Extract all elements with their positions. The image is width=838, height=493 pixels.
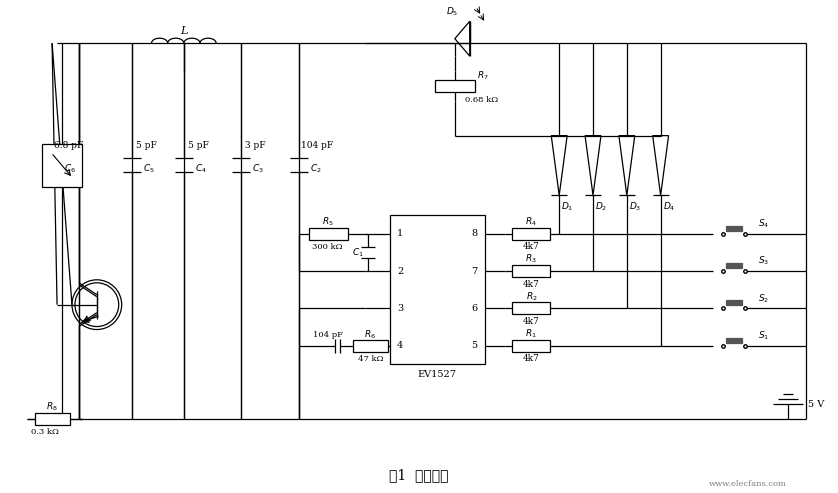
Text: $D_4$: $D_4$ (663, 201, 675, 213)
Text: 5: 5 (472, 341, 478, 350)
Text: 4: 4 (397, 341, 403, 350)
Text: $C_3$: $C_3$ (252, 162, 264, 175)
Text: 4k7: 4k7 (523, 280, 540, 288)
Bar (42, 143, 82, 187)
Bar (513, 302, 551, 315)
Text: $R_6$: $R_6$ (365, 328, 376, 341)
Text: 4k7: 4k7 (523, 242, 540, 251)
Text: $S_1$: $S_1$ (758, 329, 769, 342)
Text: $R_7$: $R_7$ (477, 70, 489, 82)
Bar (727, 226, 742, 231)
Bar (308, 228, 349, 240)
Text: $R_2$: $R_2$ (525, 290, 537, 303)
Text: 104 pF: 104 pF (301, 141, 333, 150)
Text: 5 pF: 5 pF (136, 141, 157, 150)
Text: $S_2$: $S_2$ (758, 292, 769, 305)
Text: 4k7: 4k7 (523, 354, 540, 363)
Bar (727, 300, 742, 306)
Text: 5 pF: 5 pF (189, 141, 210, 150)
Text: 47 kΩ: 47 kΩ (358, 354, 383, 363)
Bar (513, 340, 551, 352)
Bar (513, 228, 551, 240)
Bar (513, 265, 551, 277)
Text: 6.8 pF: 6.8 pF (54, 141, 84, 150)
Text: www.elecfans.com: www.elecfans.com (709, 480, 787, 488)
Text: 1: 1 (397, 229, 403, 238)
Text: 图1  发射模块: 图1 发射模块 (389, 469, 449, 483)
Text: $C_6$: $C_6$ (64, 162, 76, 175)
Text: $C_4$: $C_4$ (195, 162, 207, 175)
Bar (727, 263, 742, 268)
Text: 7: 7 (472, 267, 478, 276)
Text: $R_5$: $R_5$ (322, 215, 334, 228)
Text: $D_2$: $D_2$ (595, 201, 608, 213)
Text: $C_1$: $C_1$ (353, 246, 365, 259)
Text: 5 V: 5 V (808, 400, 824, 409)
Text: 0.68 kΩ: 0.68 kΩ (465, 96, 498, 104)
Bar (354, 340, 388, 352)
Text: $D_1$: $D_1$ (561, 201, 574, 213)
Text: 0.3 kΩ: 0.3 kΩ (31, 428, 59, 436)
Text: 3: 3 (397, 304, 403, 313)
Text: 6: 6 (472, 304, 478, 313)
Text: $S_3$: $S_3$ (758, 255, 769, 267)
Text: 8: 8 (472, 229, 478, 238)
Text: 104 pF: 104 pF (313, 331, 343, 339)
Text: $C_2$: $C_2$ (309, 162, 321, 175)
Bar (435, 80, 474, 92)
Text: $S_4$: $S_4$ (758, 217, 769, 230)
Text: $R_4$: $R_4$ (525, 215, 537, 228)
Text: L: L (181, 26, 188, 36)
Text: $D_5$: $D_5$ (446, 5, 458, 18)
Text: $R_8$: $R_8$ (46, 401, 58, 413)
Text: 3 pF: 3 pF (245, 141, 266, 150)
Text: $C_5$: $C_5$ (142, 162, 154, 175)
Bar (35, 413, 70, 425)
Text: $R_3$: $R_3$ (525, 253, 537, 265)
Bar (727, 338, 742, 343)
Text: 2: 2 (397, 267, 403, 276)
Text: 300 kΩ: 300 kΩ (313, 243, 343, 251)
Text: EV1527: EV1527 (418, 370, 457, 379)
Text: $D_3$: $D_3$ (628, 201, 641, 213)
Text: 4k7: 4k7 (523, 317, 540, 326)
Text: $R_1$: $R_1$ (525, 327, 537, 340)
Bar (391, 215, 484, 364)
